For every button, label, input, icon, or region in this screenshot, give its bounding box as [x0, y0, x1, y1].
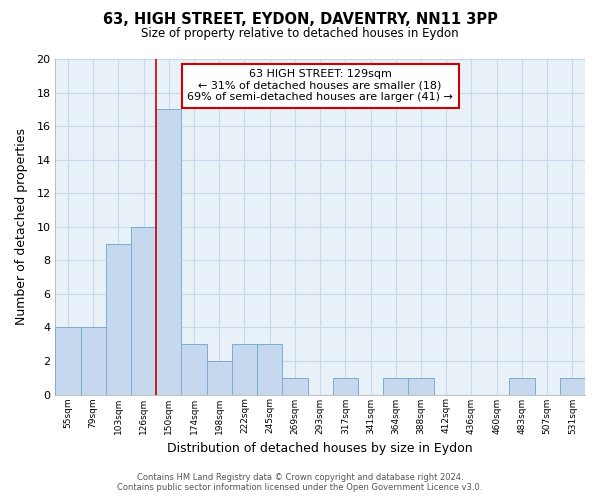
Text: Size of property relative to detached houses in Eydon: Size of property relative to detached ho… — [141, 28, 459, 40]
Bar — [131, 227, 156, 394]
Bar — [333, 378, 358, 394]
X-axis label: Distribution of detached houses by size in Eydon: Distribution of detached houses by size … — [167, 442, 473, 455]
Bar — [383, 378, 409, 394]
Bar — [232, 344, 257, 395]
Bar — [181, 344, 206, 395]
Text: 63 HIGH STREET: 129sqm
← 31% of detached houses are smaller (18)
69% of semi-det: 63 HIGH STREET: 129sqm ← 31% of detached… — [187, 69, 453, 102]
Text: Contains HM Land Registry data © Crown copyright and database right 2024.
Contai: Contains HM Land Registry data © Crown c… — [118, 473, 482, 492]
Bar — [106, 244, 131, 394]
Bar — [156, 110, 181, 395]
Bar — [80, 328, 106, 394]
Bar — [283, 378, 308, 394]
Bar — [55, 328, 80, 394]
Text: 63, HIGH STREET, EYDON, DAVENTRY, NN11 3PP: 63, HIGH STREET, EYDON, DAVENTRY, NN11 3… — [103, 12, 497, 28]
Bar — [560, 378, 585, 394]
Bar — [206, 361, 232, 394]
Bar — [509, 378, 535, 394]
Y-axis label: Number of detached properties: Number of detached properties — [15, 128, 28, 326]
Bar — [409, 378, 434, 394]
Bar — [257, 344, 283, 395]
